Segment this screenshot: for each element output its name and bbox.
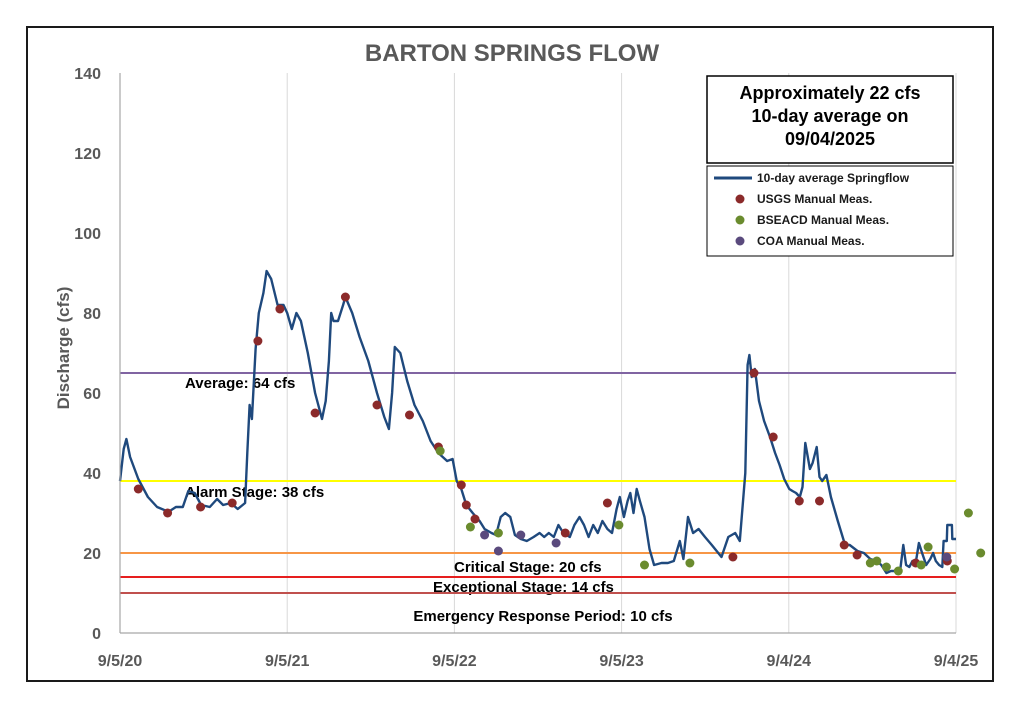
measurement-point — [923, 542, 933, 552]
measurement-point — [614, 520, 624, 530]
reference-label: Critical Stage: 20 cfs — [454, 559, 602, 576]
measurement-point — [470, 514, 480, 524]
x-tick-label: 9/5/22 — [432, 653, 477, 670]
measurement-point — [340, 292, 350, 302]
measurement-point — [963, 508, 973, 518]
measurement-point — [640, 560, 649, 570]
callout-box: Approximately 22 cfs 10-day average on 0… — [706, 75, 954, 164]
measurement-point — [310, 408, 320, 418]
measurement-point — [950, 564, 960, 574]
legend-bseacd: BSEACD Manual Meas. — [757, 213, 889, 227]
measurement-point — [749, 368, 759, 378]
legend-springflow: 10-day average Springflow — [757, 171, 910, 185]
reference-label: Exceptional Stage: 14 cfs — [433, 579, 614, 596]
y-tick-label: 120 — [74, 146, 101, 163]
chart-title: BARTON SPRINGS FLOW — [365, 40, 660, 67]
measurement-point — [881, 562, 891, 572]
measurement-point — [493, 546, 503, 556]
legend-coa: COA Manual Meas. — [757, 234, 865, 248]
measurement-point — [551, 538, 561, 548]
reference-label: Average: 64 cfs — [185, 375, 295, 392]
measurement-point — [480, 530, 490, 540]
x-tick-label: 9/5/20 — [98, 653, 143, 670]
flow-series — [118, 269, 986, 576]
measurement-point — [560, 528, 570, 538]
y-tick-label: 0 — [92, 626, 101, 643]
measurement-point — [253, 336, 263, 346]
measurement-point — [728, 552, 738, 562]
callout-line-2: 10-day average on — [751, 106, 908, 126]
reference-label: Alarm Stage: 38 cfs — [185, 484, 324, 501]
measurement-point — [435, 446, 445, 456]
measurement-point — [227, 498, 237, 508]
x-tick-label: 9/5/23 — [599, 653, 644, 670]
chart-frame — [26, 26, 994, 682]
measurement-point — [372, 400, 382, 410]
measurement-point — [405, 410, 414, 420]
measurement-point — [852, 550, 862, 560]
reference-label: Emergency Response Period: 10 cfs — [413, 608, 672, 625]
x-tick-label: 9/4/24 — [767, 653, 812, 670]
measurement-point — [465, 522, 475, 532]
measurement-point — [893, 566, 903, 576]
axes: 9/5/20 9/5/21 9/5/22 9/5/23 9/4/24 9/4/25 0 20 4… — [74, 66, 978, 670]
measurement-point — [516, 530, 526, 540]
y-tick-label: 60 — [83, 386, 101, 403]
measurement-point — [872, 556, 882, 566]
y-tick-label: 20 — [83, 546, 101, 563]
y-tick-label: 100 — [74, 226, 101, 243]
x-tick-label: 9/5/21 — [265, 653, 310, 670]
springflow-line — [118, 269, 956, 575]
measurement-point — [839, 540, 849, 550]
y-tick-label: 140 — [74, 66, 101, 83]
measurement-point — [602, 498, 612, 508]
measurement-point — [916, 560, 926, 570]
y-tick-label: 80 — [83, 306, 101, 323]
measurement-point — [163, 508, 173, 518]
legend-coa-marker — [735, 236, 745, 246]
legend-bseacd-marker — [735, 215, 745, 225]
measurement-point — [815, 496, 824, 506]
measurement-point — [196, 502, 206, 512]
x-tick-label: 9/4/25 — [934, 653, 979, 670]
measurement-point — [133, 484, 143, 494]
legend-usgs-marker — [735, 194, 745, 204]
measurement-point — [768, 432, 778, 442]
y-tick-label: 40 — [83, 466, 101, 483]
measurement-point — [493, 528, 503, 538]
legend: 10-day average Springflow USGS Manual Me… — [706, 165, 954, 257]
legend-usgs: USGS Manual Meas. — [757, 192, 872, 206]
measurement-point — [976, 548, 986, 558]
y-axis-label: Discharge (cfs) — [54, 287, 73, 410]
measurement-point — [685, 558, 695, 568]
callout-line-3: 09/04/2025 — [785, 129, 875, 149]
measurement-point — [275, 304, 285, 314]
reference-lines: Average: 64 cfs Alarm Stage: 38 cfs Critic… — [120, 372, 956, 625]
measurement-point — [942, 552, 952, 562]
callout-line-1: Approximately 22 cfs — [739, 83, 920, 103]
measurement-point — [456, 480, 466, 490]
measurement-point — [794, 496, 804, 506]
measurement-point — [461, 500, 471, 510]
